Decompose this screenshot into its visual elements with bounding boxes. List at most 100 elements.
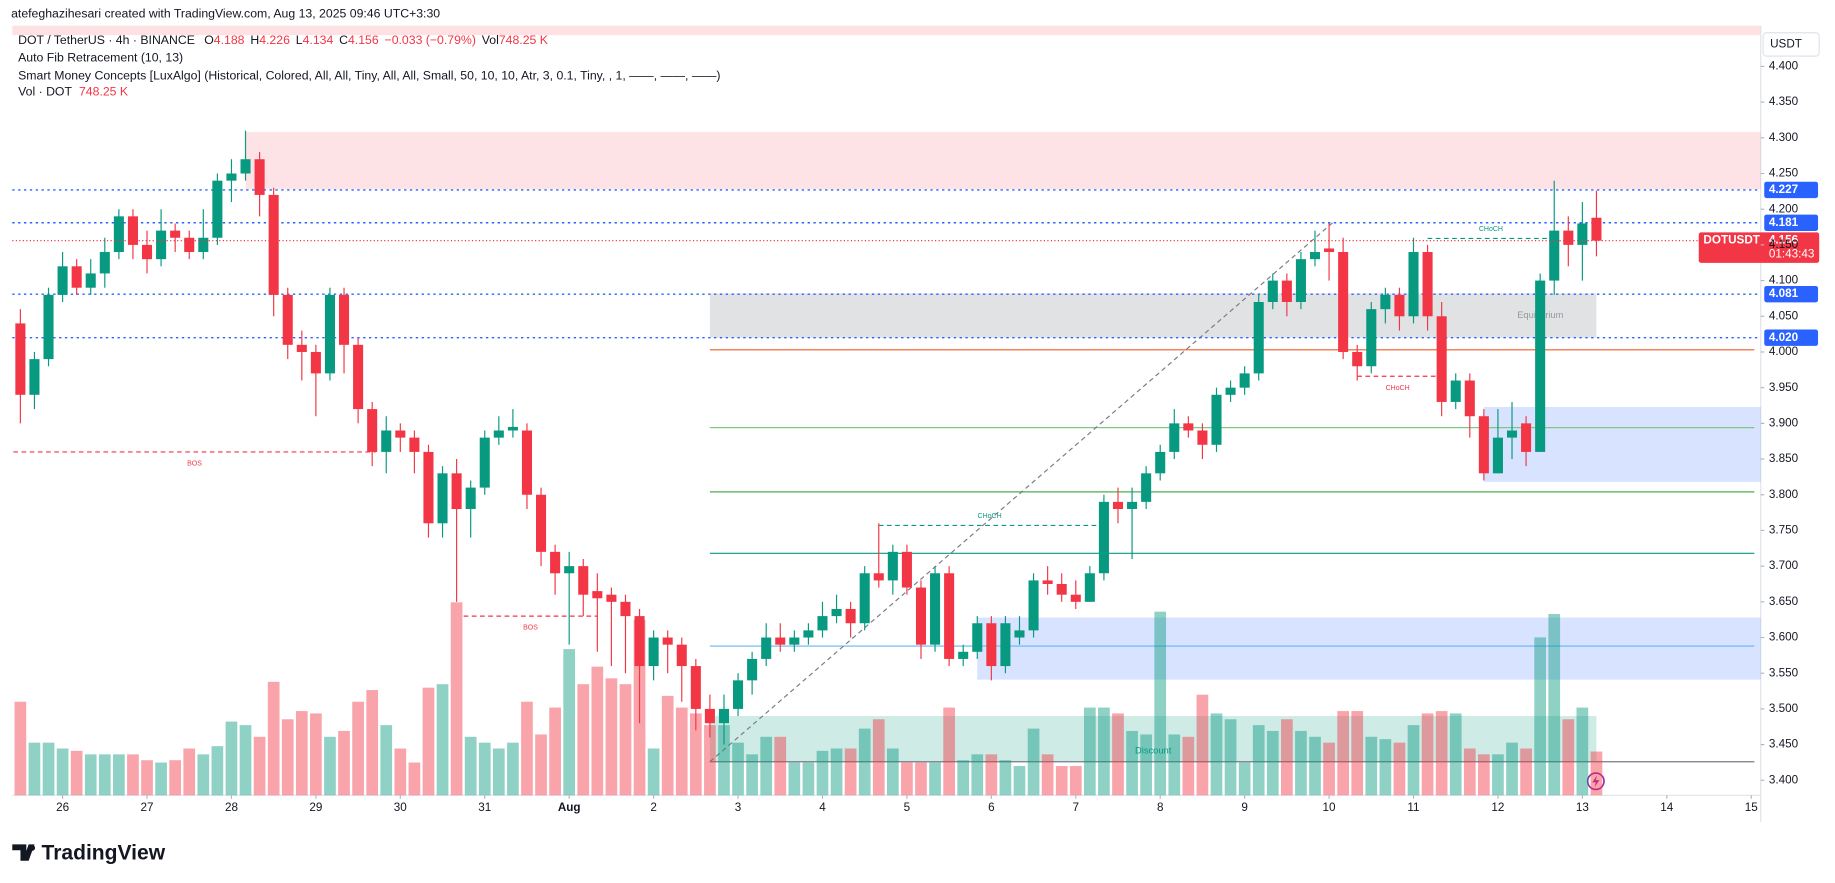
volume-bar xyxy=(1224,719,1237,796)
zone xyxy=(245,132,1761,190)
candle-body xyxy=(1253,301,1264,374)
volume-bar xyxy=(605,678,618,796)
ohlc-key: C xyxy=(339,33,348,47)
volume-bar xyxy=(1379,739,1392,796)
level-label: 4.181 xyxy=(1769,216,1799,229)
y-tick-label: 4.250 xyxy=(1769,167,1799,180)
y-tick-label: 4.150 xyxy=(1769,238,1799,251)
candle-body xyxy=(437,473,448,524)
candle-body xyxy=(606,594,617,602)
candle-body xyxy=(353,344,364,410)
volume-bar xyxy=(338,730,350,796)
candle-body xyxy=(226,173,237,181)
candle-body xyxy=(521,430,532,495)
change: −0.033 (−0.79%) xyxy=(385,33,476,47)
x-tick-label: 3 xyxy=(735,801,742,814)
candle-body xyxy=(1169,423,1180,452)
volume-bar xyxy=(155,762,167,796)
y-tick-label: 3.850 xyxy=(1769,452,1799,465)
candle-body xyxy=(915,587,927,645)
candle-body xyxy=(254,159,265,195)
indicator-vol: Vol · DOT 748.25 K xyxy=(18,85,129,99)
candle-body xyxy=(662,637,673,645)
y-tick-label: 3.750 xyxy=(1769,524,1799,537)
volume-bar xyxy=(1196,694,1209,796)
x-tick-label: 15 xyxy=(1745,801,1759,814)
level-box xyxy=(1764,214,1819,231)
volume-bar xyxy=(478,742,491,796)
y-tick-label: 3.900 xyxy=(1769,416,1799,429)
candle-body xyxy=(564,566,575,574)
volume-bar xyxy=(1393,742,1406,796)
volume-bar xyxy=(577,684,590,796)
volume-bar xyxy=(1421,713,1434,796)
volume-bar xyxy=(619,684,632,796)
volume-bar xyxy=(324,736,336,796)
vol-value: 748.25 K xyxy=(79,85,129,99)
candle-body xyxy=(887,551,898,581)
candle-body xyxy=(1506,430,1518,438)
structure-label: CHoCH xyxy=(1386,385,1410,392)
volume-bar xyxy=(113,754,125,796)
structure-label: BOS xyxy=(187,460,202,467)
candle-body xyxy=(704,708,715,724)
candle-body xyxy=(789,637,800,645)
volume-bar xyxy=(141,760,153,796)
candle-body xyxy=(1267,280,1278,302)
volume-bar xyxy=(507,742,519,796)
countdown: 01:43:43 xyxy=(1769,248,1815,261)
candle-body xyxy=(1000,623,1011,667)
candle-body xyxy=(676,644,687,667)
ohlc-value: 4.156 xyxy=(348,33,379,47)
level-label: 4.227 xyxy=(1769,183,1798,196)
volume-bar xyxy=(1492,754,1504,796)
candle-body xyxy=(578,566,589,595)
candle-body xyxy=(1394,294,1405,317)
vol-label: Vol · DOT xyxy=(18,85,72,99)
x-tick-label: 30 xyxy=(394,801,408,814)
volume-bar xyxy=(858,728,871,796)
volume-bar xyxy=(310,713,322,796)
level-label: 4.020 xyxy=(1769,331,1799,344)
candle-body xyxy=(451,473,462,510)
y-tick-label: 3.550 xyxy=(1769,666,1799,679)
volume-bar xyxy=(591,666,604,796)
candle-body xyxy=(198,237,209,253)
candle-body xyxy=(944,573,955,659)
x-tick-label: 29 xyxy=(309,801,322,814)
currency-button[interactable] xyxy=(1762,32,1820,57)
candle-body xyxy=(465,487,476,510)
volume-bar xyxy=(211,746,224,796)
zone xyxy=(709,716,1597,762)
volume-bar xyxy=(1098,707,1110,796)
candle-body xyxy=(620,601,631,617)
volume-bar xyxy=(929,762,941,796)
volume-bar xyxy=(1407,725,1420,796)
volume-bar xyxy=(127,754,139,796)
candle-body xyxy=(536,494,547,552)
x-tick-label: 27 xyxy=(141,801,154,814)
volume-bar xyxy=(56,748,69,796)
volume-bar xyxy=(422,687,435,796)
y-tick-label: 3.500 xyxy=(1769,702,1799,715)
volume-bar xyxy=(28,742,41,796)
x-tick-label: 6 xyxy=(988,801,995,814)
volume-bar xyxy=(1562,719,1575,796)
volume-bar xyxy=(408,762,421,796)
candle-body xyxy=(240,159,251,174)
candle-body xyxy=(1141,473,1152,502)
candle-body xyxy=(1521,423,1532,452)
volume-bar xyxy=(1281,719,1293,796)
volume-bar xyxy=(1013,766,1026,796)
ohlc-key: L xyxy=(296,33,303,47)
candle-body xyxy=(1042,580,1053,584)
structure-label: CHoCH xyxy=(1479,226,1503,233)
candle-body xyxy=(1281,280,1292,302)
volume-bar xyxy=(999,760,1012,796)
volume-bar xyxy=(450,602,463,796)
candle-body xyxy=(1478,416,1489,474)
candle-body xyxy=(648,637,659,667)
x-tick-label: 14 xyxy=(1660,801,1674,814)
volume-bar xyxy=(943,707,955,796)
y-tick-label: 4.300 xyxy=(1769,131,1799,144)
